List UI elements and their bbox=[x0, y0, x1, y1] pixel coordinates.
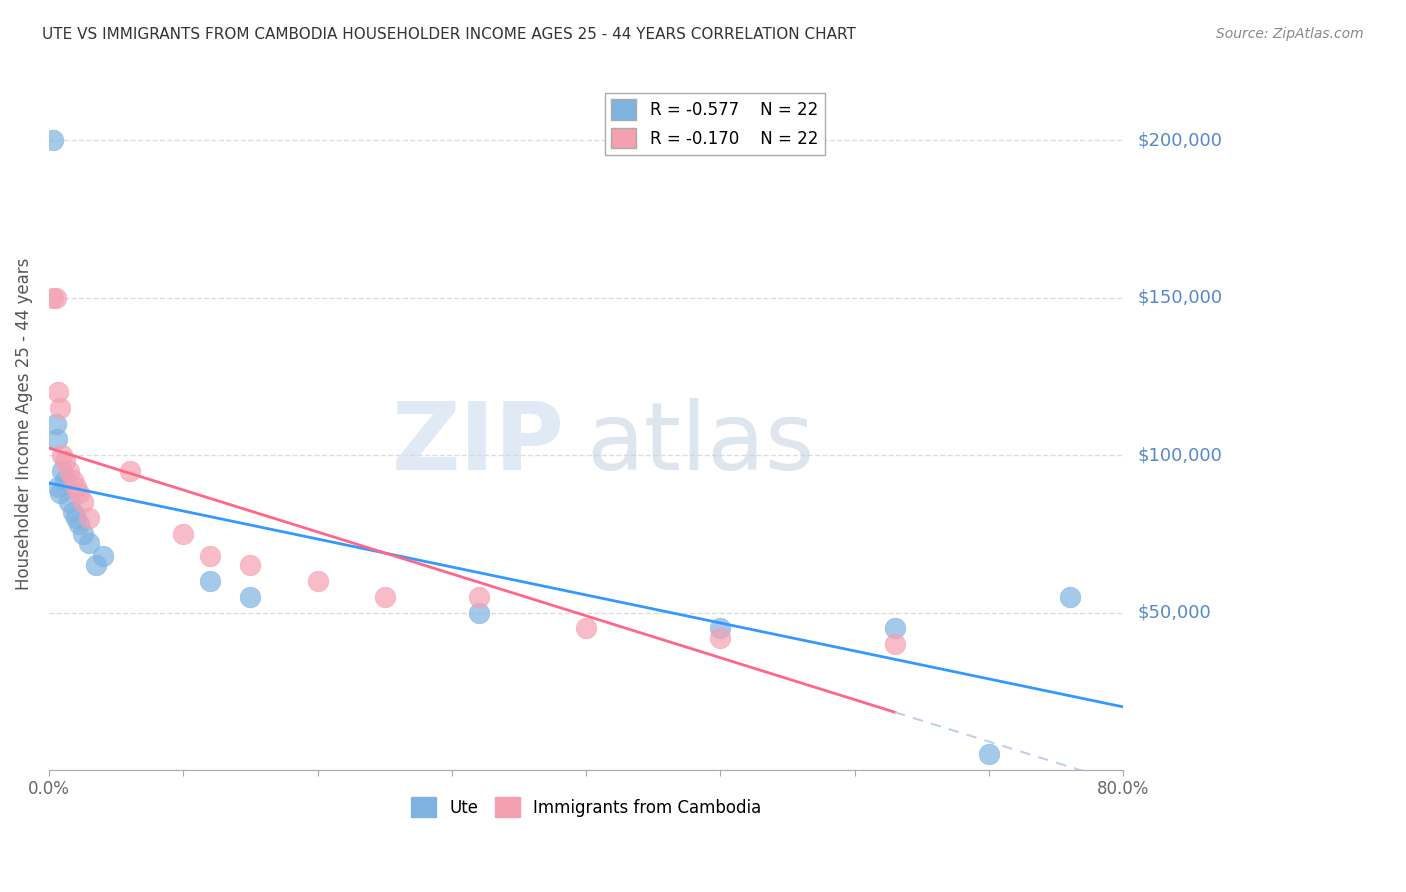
Legend: Ute, Immigrants from Cambodia: Ute, Immigrants from Cambodia bbox=[404, 790, 768, 824]
Y-axis label: Householder Income Ages 25 - 44 years: Householder Income Ages 25 - 44 years bbox=[15, 258, 32, 590]
Point bbox=[118, 464, 141, 478]
Text: ZIP: ZIP bbox=[392, 399, 565, 491]
Text: UTE VS IMMIGRANTS FROM CAMBODIA HOUSEHOLDER INCOME AGES 25 - 44 YEARS CORRELATIO: UTE VS IMMIGRANTS FROM CAMBODIA HOUSEHOL… bbox=[42, 27, 856, 42]
Point bbox=[51, 448, 73, 462]
Point bbox=[709, 621, 731, 635]
Point bbox=[65, 480, 87, 494]
Point bbox=[198, 549, 221, 563]
Point bbox=[884, 637, 907, 651]
Point bbox=[374, 590, 396, 604]
Point bbox=[172, 527, 194, 541]
Point bbox=[46, 433, 69, 447]
Point bbox=[72, 495, 94, 509]
Point bbox=[467, 590, 489, 604]
Point bbox=[575, 621, 598, 635]
Point bbox=[53, 454, 76, 468]
Point bbox=[884, 621, 907, 635]
Text: $100,000: $100,000 bbox=[1137, 446, 1222, 464]
Point bbox=[45, 291, 67, 305]
Point bbox=[91, 549, 114, 563]
Point bbox=[77, 511, 100, 525]
Point bbox=[48, 385, 70, 400]
Text: atlas: atlas bbox=[586, 399, 814, 491]
Point bbox=[53, 474, 76, 488]
Point bbox=[77, 536, 100, 550]
Point bbox=[198, 574, 221, 588]
Point bbox=[48, 480, 70, 494]
Point bbox=[84, 558, 107, 573]
Point bbox=[42, 291, 65, 305]
Point bbox=[51, 464, 73, 478]
Point bbox=[307, 574, 329, 588]
Point bbox=[62, 505, 84, 519]
Point bbox=[1059, 590, 1081, 604]
Point bbox=[239, 590, 262, 604]
Point bbox=[42, 133, 65, 147]
Point bbox=[72, 527, 94, 541]
Text: $50,000: $50,000 bbox=[1137, 604, 1211, 622]
Point bbox=[239, 558, 262, 573]
Point bbox=[48, 401, 70, 415]
Point bbox=[977, 747, 1000, 762]
Text: $150,000: $150,000 bbox=[1137, 289, 1222, 307]
Point bbox=[467, 606, 489, 620]
Point bbox=[58, 464, 80, 478]
Text: Source: ZipAtlas.com: Source: ZipAtlas.com bbox=[1216, 27, 1364, 41]
Text: $200,000: $200,000 bbox=[1137, 131, 1222, 149]
Point bbox=[709, 631, 731, 645]
Point bbox=[58, 495, 80, 509]
Point bbox=[62, 474, 84, 488]
Point bbox=[67, 486, 90, 500]
Point bbox=[67, 517, 90, 532]
Point bbox=[48, 486, 70, 500]
Point bbox=[65, 511, 87, 525]
Point bbox=[45, 417, 67, 431]
